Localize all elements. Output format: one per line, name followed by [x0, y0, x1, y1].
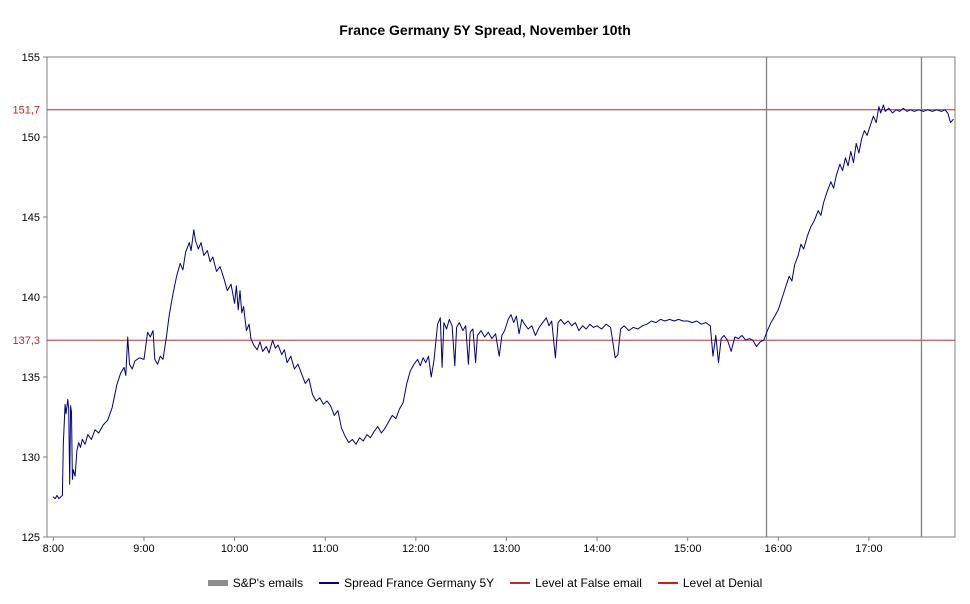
legend-item-0: S&P's emails: [207, 576, 304, 590]
y-tick-label: 145: [22, 212, 40, 224]
legend-label: Level at False email: [535, 576, 642, 590]
x-tick-label: 13:00: [493, 543, 521, 555]
legend-label: S&P's emails: [232, 576, 304, 590]
legend-item-1: Spread France Germany 5Y: [319, 576, 494, 590]
plot-area: 125 130 135 140 145 150 155 8:00 9:00 10:00 11:00 1…: [12, 52, 956, 555]
y-tick-label: 140: [22, 292, 40, 304]
y-tick-label: 155: [22, 52, 40, 64]
level-axis-label: 151,7: [12, 105, 40, 117]
plot-border: [46, 56, 956, 538]
x-tick-label: 11:00: [312, 543, 339, 555]
x-tick-label: 14:00: [583, 543, 611, 555]
legend-swatch-line: [319, 582, 340, 584]
legend-swatch-bar: [207, 580, 228, 586]
x-tick-label: 15:00: [674, 543, 702, 555]
x-tick-label: 17:00: [855, 543, 883, 555]
y-tick-label: 125: [22, 532, 40, 544]
legend-item-3: Level at Denial: [657, 576, 763, 590]
x-tick-label: 12:00: [402, 543, 430, 555]
legend-swatch-line: [510, 582, 531, 584]
legend-item-2: Level at False email: [510, 576, 642, 590]
level-axis-label: 137,3: [12, 335, 40, 347]
legend-label: Spread France Germany 5Y: [344, 576, 495, 590]
x-tick-label: 9:00: [133, 543, 154, 555]
y-tick-label: 130: [22, 452, 40, 464]
legend-label: Level at Denial: [682, 576, 763, 590]
legend: S&P's emails Spread France Germany 5Y Leve…: [0, 576, 970, 590]
series-line-spread: [52, 104, 954, 500]
x-tick-label: 10:00: [221, 543, 249, 555]
y-tick-label: 135: [22, 372, 40, 384]
x-tick-label: 16:00: [765, 543, 793, 555]
y-tick-label: 150: [22, 132, 40, 144]
x-tick-label: 8:00: [43, 543, 64, 555]
chart-title: France Germany 5Y Spread, November 10th: [339, 22, 631, 38]
legend-swatch-line: [657, 582, 678, 584]
